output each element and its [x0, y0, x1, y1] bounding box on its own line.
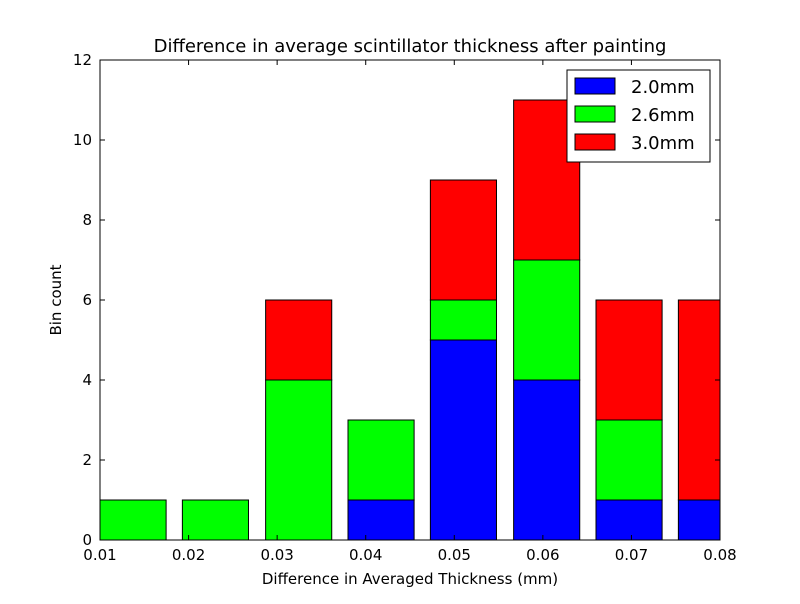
x-tick-label: 0.04 [349, 546, 382, 564]
bar-2.0mm-bin-5 [429, 339, 497, 540]
bar-2.6mm-bin-6 [513, 259, 581, 381]
bar-2.6mm-bin-7 [595, 419, 663, 501]
bar-2.6mm-bin-5 [429, 299, 497, 341]
chart-title: Difference in average scintillator thick… [154, 36, 667, 57]
y-tick-label: 12 [73, 51, 92, 69]
y-tick-label: 2 [82, 451, 92, 469]
y-tick-label: 4 [82, 371, 92, 389]
y-tick-label: 6 [82, 291, 92, 309]
y-tick-label: 8 [82, 211, 92, 229]
legend-swatch-2.6mm [574, 105, 616, 123]
legend-label-2.6mm: 2.6mm [631, 105, 695, 126]
x-tick-label: 0.08 [703, 546, 736, 564]
bar-3.0mm-bin-5 [429, 179, 497, 301]
bar-2.6mm-bin-1 [100, 499, 167, 540]
x-tick-label: 0.07 [615, 546, 648, 564]
ticks-layer: 0.01 0.02 0.03 0.04 0.05 0.06 0.07 0.08 0 2 4 6 8 10 1… [73, 51, 737, 564]
y-axis-label: Bin count [47, 264, 65, 335]
x-tick-label: 0.05 [438, 546, 471, 564]
bar-3.0mm-bin-7 [595, 299, 663, 421]
bar-2.0mm-bin-6 [513, 379, 581, 540]
bar-2.0mm-bin-4 [347, 499, 415, 540]
y-tick-label: 10 [73, 131, 92, 149]
x-axis-label: Difference in Averaged Thickness (mm) [262, 570, 558, 588]
x-tick-label: 0.03 [260, 546, 293, 564]
legend-swatch-2.0mm [574, 77, 616, 95]
x-tick-label: 0.02 [172, 546, 205, 564]
bar-3.0mm-bin-8 [677, 299, 720, 501]
bar-3.0mm-bin-3 [265, 299, 333, 381]
bar-2.0mm-bin-7 [595, 499, 663, 540]
bar-2.6mm-bin-2 [181, 499, 249, 540]
legend-label-3.0mm: 3.0mm [631, 133, 695, 154]
x-tick-label: 0.06 [526, 546, 559, 564]
bar-2.6mm-bin-4 [347, 419, 415, 501]
legend-swatch-3.0mm [574, 133, 616, 151]
legend: 2.0mm 2.6mm 3.0mm [566, 69, 711, 163]
y-tick-label: 0 [82, 531, 92, 549]
legend-label-2.0mm: 2.0mm [631, 77, 695, 98]
bar-2.6mm-bin-3 [265, 379, 333, 540]
x-tick-label: 0.01 [83, 546, 116, 564]
